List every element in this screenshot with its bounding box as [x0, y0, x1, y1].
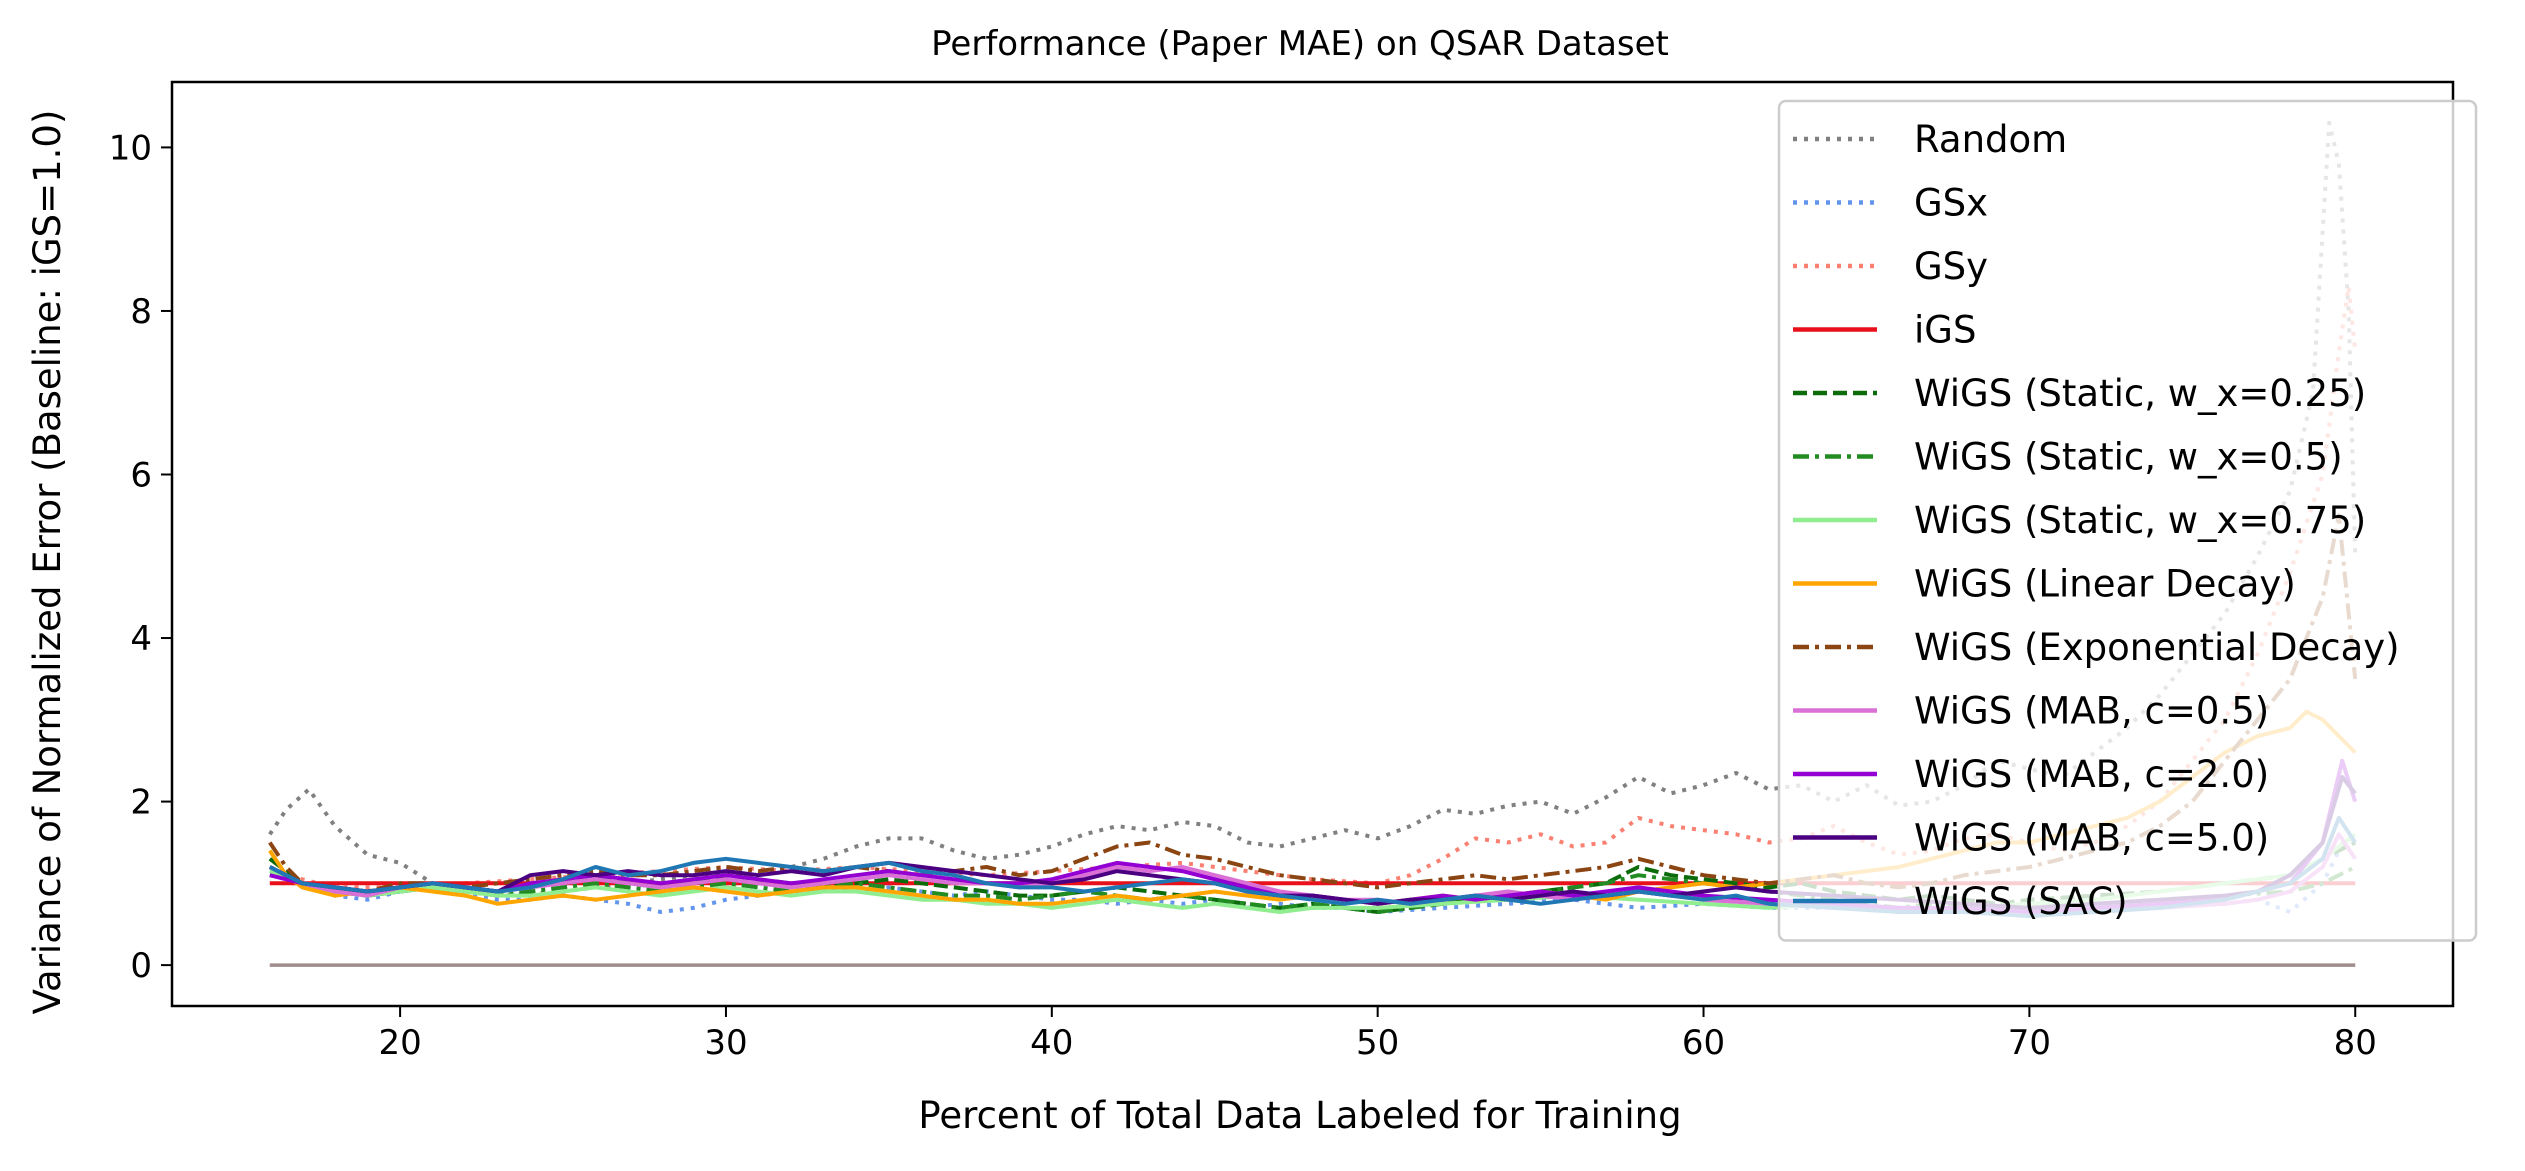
legend-label-wigs-mab-c-0-5: WiGS (MAB, c=0.5) — [1914, 690, 2269, 733]
x-axis-label: Percent of Total Data Labeled for Traini… — [918, 1094, 1681, 1137]
y-axis-label: Variance of Normalized Error (Baseline: … — [26, 110, 69, 1015]
legend-label-wigs-static-w-x-0-5: WiGS (Static, w_x=0.5) — [1914, 436, 2343, 479]
x-tick-label: 40 — [1030, 1023, 1073, 1063]
legend-label-wigs-static-w-x-0-25: WiGS (Static, w_x=0.25) — [1914, 372, 2366, 415]
x-tick-label: 30 — [704, 1023, 747, 1063]
x-tick-label: 70 — [2008, 1023, 2051, 1063]
x-tick-label: 80 — [2334, 1023, 2377, 1063]
chart-title: Performance (Paper MAE) on QSAR Dataset — [931, 24, 1669, 64]
legend-label-gsx: GSx — [1914, 182, 1988, 225]
legend: Random GSx GSy iGS WiGS (Static, w_x=0.25) Wi… — [1777, 99, 2478, 942]
legend-label-igs: iGS — [1914, 309, 1976, 352]
legend-label-wigs-exponential-decay: WiGS (Exponential Decay) — [1914, 626, 2400, 669]
legend-box — [1777, 99, 2478, 942]
y-tick-label: 8 — [130, 292, 152, 332]
y-tick-label: 2 — [130, 783, 152, 823]
x-tick-label: 20 — [378, 1023, 421, 1063]
x-tick-label: 60 — [1682, 1023, 1725, 1063]
y-tick-label: 4 — [130, 619, 152, 659]
legend-label-wigs-static-w-x-0-75: WiGS (Static, w_x=0.75) — [1914, 499, 2366, 542]
legend-label-wigs-linear-decay: WiGS (Linear Decay) — [1914, 563, 2296, 606]
x-tick-label: 50 — [1356, 1023, 1399, 1063]
legend-label-wigs-sac: WiGS (SAC) — [1914, 880, 2128, 923]
legend-label-wigs-mab-c-2-0: WiGS (MAB, c=2.0) — [1914, 753, 2269, 796]
legend-label-gsy: GSy — [1914, 245, 1988, 288]
y-tick-label: 0 — [130, 946, 152, 986]
legend-label-wigs-mab-c-5-0: WiGS (MAB, c=5.0) — [1914, 817, 2269, 860]
y-tick-label: 6 — [130, 455, 152, 495]
series-line-gsy — [269, 284, 2358, 890]
y-tick-label: 10 — [109, 128, 152, 168]
legend-label-random: Random — [1914, 118, 2067, 161]
